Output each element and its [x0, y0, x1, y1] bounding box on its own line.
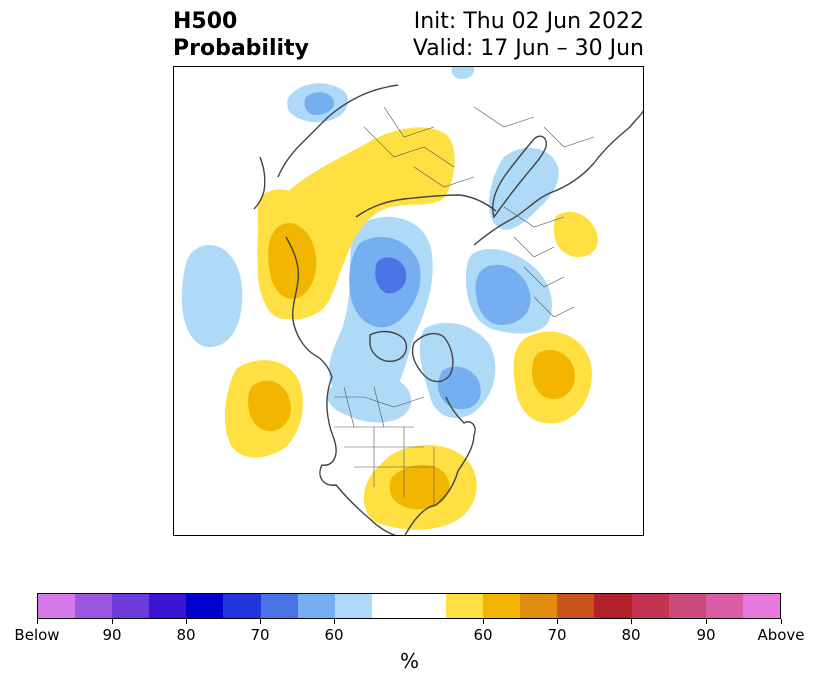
coastline-arctic-islands — [369, 330, 408, 362]
colorbar-labels: Below 90 80 70 60 60 70 80 90 Above — [0, 626, 819, 646]
colorbar-label: 60 — [324, 626, 344, 644]
border-lines-canada — [334, 386, 425, 428]
colorbar-segment — [742, 594, 780, 618]
anomaly-bering-core — [304, 92, 335, 115]
colorbar-segment — [446, 594, 484, 618]
anomaly-eastern-canada — [327, 371, 412, 423]
init-date: Init: Thu 02 Jun 2022 — [413, 9, 644, 34]
colorbar-label: 80 — [621, 626, 641, 644]
colorbar-segment — [112, 594, 150, 618]
coastlines — [253, 84, 643, 535]
coastline-alaska — [285, 236, 333, 378]
colorbar-segment — [594, 594, 632, 618]
anomaly-arctic-north — [451, 67, 475, 79]
colorbar-tick — [705, 619, 707, 624]
country-borders — [334, 106, 595, 507]
below-normal-70-shading — [375, 257, 407, 294]
coastline-eurasia — [473, 110, 643, 246]
coastline-north-america — [319, 376, 397, 535]
colorbar-label: 70 — [547, 626, 567, 644]
colorbar-label: 80 — [176, 626, 196, 644]
border-lines-europe — [513, 236, 575, 318]
colorbar-tick — [36, 619, 38, 624]
colorbar-tick — [333, 619, 335, 624]
anomaly-central-asia-core — [532, 349, 575, 399]
colorbar-tick — [185, 619, 187, 624]
colorbar-segment — [260, 594, 298, 618]
colorbar-segment — [186, 594, 224, 618]
colorbar-tick — [780, 619, 782, 624]
colorbar-segment — [557, 594, 595, 618]
colorbar-tick — [630, 619, 632, 624]
map-svg — [181, 67, 643, 535]
coastline-north-america-east — [404, 396, 476, 535]
above-normal-65-shading — [248, 223, 575, 510]
colorbar-segment — [38, 594, 76, 618]
anomaly-central-pacific-core — [248, 380, 291, 431]
colorbar-label: 70 — [250, 626, 270, 644]
colorbar-segment — [408, 594, 447, 618]
colorbar-tick — [111, 619, 113, 624]
colorbar-segment — [371, 594, 409, 618]
coastline-japan — [253, 156, 266, 210]
colorbar-label: 90 — [696, 626, 716, 644]
anomaly-east-siberian-peak — [375, 257, 407, 294]
anomaly-gulf-of-alaska-core — [268, 223, 317, 299]
anomaly-caspian — [554, 211, 598, 257]
colorbar-segment — [631, 594, 669, 618]
anomaly-scandinavia — [489, 147, 559, 230]
coastline-scandinavia — [492, 135, 548, 219]
colorbar-segment — [223, 594, 261, 618]
colorbar-label: Above — [757, 626, 805, 644]
colorbar-tick — [482, 619, 484, 624]
colorbar-segment — [149, 594, 187, 618]
title-line-2: Probability — [173, 36, 309, 61]
forecast-dates: Init: Thu 02 Jun 2022 Valid: 17 Jun – 30… — [413, 8, 644, 62]
colorbar-segment — [668, 594, 706, 618]
probability-map — [173, 66, 644, 536]
coastline-siberia — [355, 194, 497, 218]
coastline-east-asia — [277, 84, 399, 178]
anomaly-southeast-us-core — [389, 464, 450, 510]
colorbar-tick — [259, 619, 261, 624]
valid-range: Valid: 17 Jun – 30 Jun — [412, 36, 644, 61]
colorbar-unit: % — [399, 649, 419, 673]
coastline-greenland — [411, 332, 454, 383]
colorbar-label: 60 — [473, 626, 493, 644]
colorbar-tick — [556, 619, 558, 624]
title-line-1: H500 — [173, 9, 238, 34]
colorbar-label: Below — [14, 626, 60, 644]
colorbar-segment — [297, 594, 335, 618]
above-normal-60-shading — [224, 127, 598, 530]
anomaly-western-pacific — [181, 245, 243, 348]
border-lines-asia — [363, 106, 595, 228]
colorbar-segment — [705, 594, 743, 618]
chart-title: H500 Probability — [173, 8, 309, 62]
colorbar-segment — [483, 594, 521, 618]
colorbar-segment — [75, 594, 113, 618]
colorbar-segment — [520, 594, 558, 618]
border-lines-north-america — [334, 426, 435, 507]
colorbar-label: 90 — [102, 626, 122, 644]
anomaly-barents-core — [475, 264, 531, 325]
colorbar — [37, 593, 781, 619]
colorbar-segment — [334, 594, 372, 618]
